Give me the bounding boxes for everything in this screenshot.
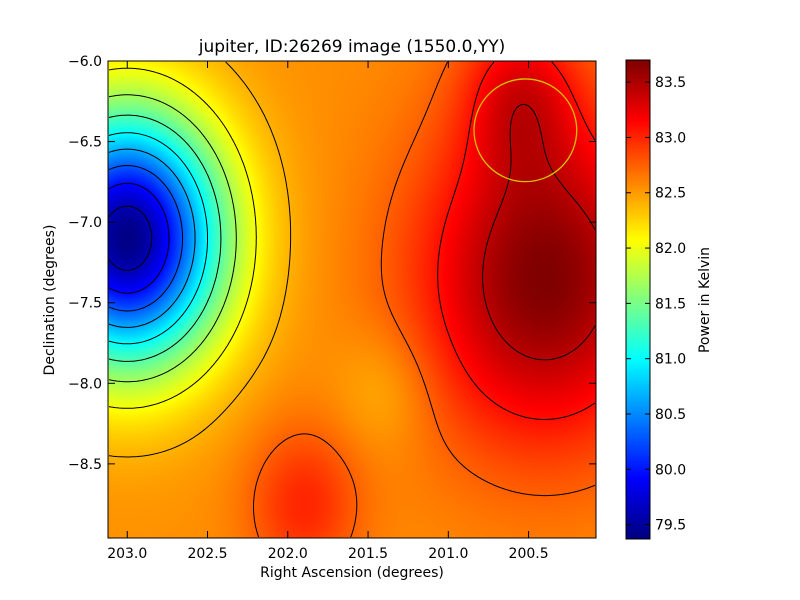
colorbar: 79.5 80.0 80.5 81.0 81.5 82.0 82.5 83.0 83.5 — [625, 59, 686, 540]
colorbar-tick-label: 82.5 — [655, 186, 686, 202]
colorbar-tick-label: 83.0 — [655, 130, 686, 146]
contour-line-10 — [437, 61, 596, 420]
colorbar-tick-label: 80.5 — [655, 407, 686, 423]
contour-line-0 — [108, 205, 153, 271]
colorbar-frame — [625, 59, 651, 540]
x-tick-label: 202.5 — [187, 546, 227, 562]
y-axis-label: Declination (degrees) — [42, 225, 58, 376]
heatmap-image — [108, 61, 596, 538]
y-tick-label: −6.5 — [68, 135, 102, 151]
x-axis-ticks: 203.0 202.5 202.0 201.5 201.0 200.5 — [107, 61, 549, 562]
colorbar-gradient — [626, 60, 650, 539]
y-axis-ticks: −6.0 −6.5 −7.0 −7.5 −8.0 −8.5 — [68, 54, 596, 473]
colorbar-label: Power in Kelvin — [697, 247, 713, 353]
x-tick-label: 203.0 — [107, 546, 147, 562]
y-tick-label: −7.0 — [68, 215, 102, 231]
colorbar-tick-label: 79.5 — [655, 518, 686, 534]
colorbar-tick-label: 83.5 — [655, 75, 686, 91]
contour-line-5 — [108, 114, 222, 362]
y-tick-label: −6.0 — [68, 54, 102, 70]
contour-line-6 — [108, 94, 237, 383]
colorbar-tick-label: 80.0 — [655, 462, 686, 478]
x-tick-label: 202.0 — [268, 546, 308, 562]
x-axis-label: Right Ascension (degrees) — [260, 565, 444, 581]
plot-frame — [107, 60, 597, 539]
y-tick-label: −8.0 — [68, 376, 102, 392]
contour-line-9 — [253, 61, 596, 538]
x-tick-label: 200.5 — [509, 546, 549, 562]
contour-line-1 — [108, 182, 170, 294]
x-tick-label: 201.5 — [348, 546, 388, 562]
colorbar-tick-label: 81.0 — [655, 352, 686, 368]
chart-title: jupiter, ID:26269 image (1550.0,YY) — [198, 37, 506, 57]
plot-area — [107, 60, 597, 539]
contour-line-8 — [108, 61, 292, 458]
colorbar-tick-label: 81.5 — [655, 296, 686, 312]
contour-line-4 — [108, 132, 208, 345]
contour-line-2 — [108, 165, 184, 312]
colorbar-tick-label: 82.0 — [655, 241, 686, 257]
y-tick-label: −8.5 — [68, 457, 102, 473]
contour-line-3 — [108, 148, 196, 328]
contour-lines — [108, 61, 596, 538]
marker-circle — [473, 78, 578, 183]
x-tick-label: 201.0 — [428, 546, 468, 562]
contour-line-7 — [108, 67, 257, 409]
colorbar-ticks: 79.5 80.0 80.5 81.0 81.5 82.0 82.5 83.0 83.5 — [626, 75, 686, 534]
y-tick-label: −7.5 — [68, 296, 102, 312]
contour-line-11 — [482, 103, 596, 361]
